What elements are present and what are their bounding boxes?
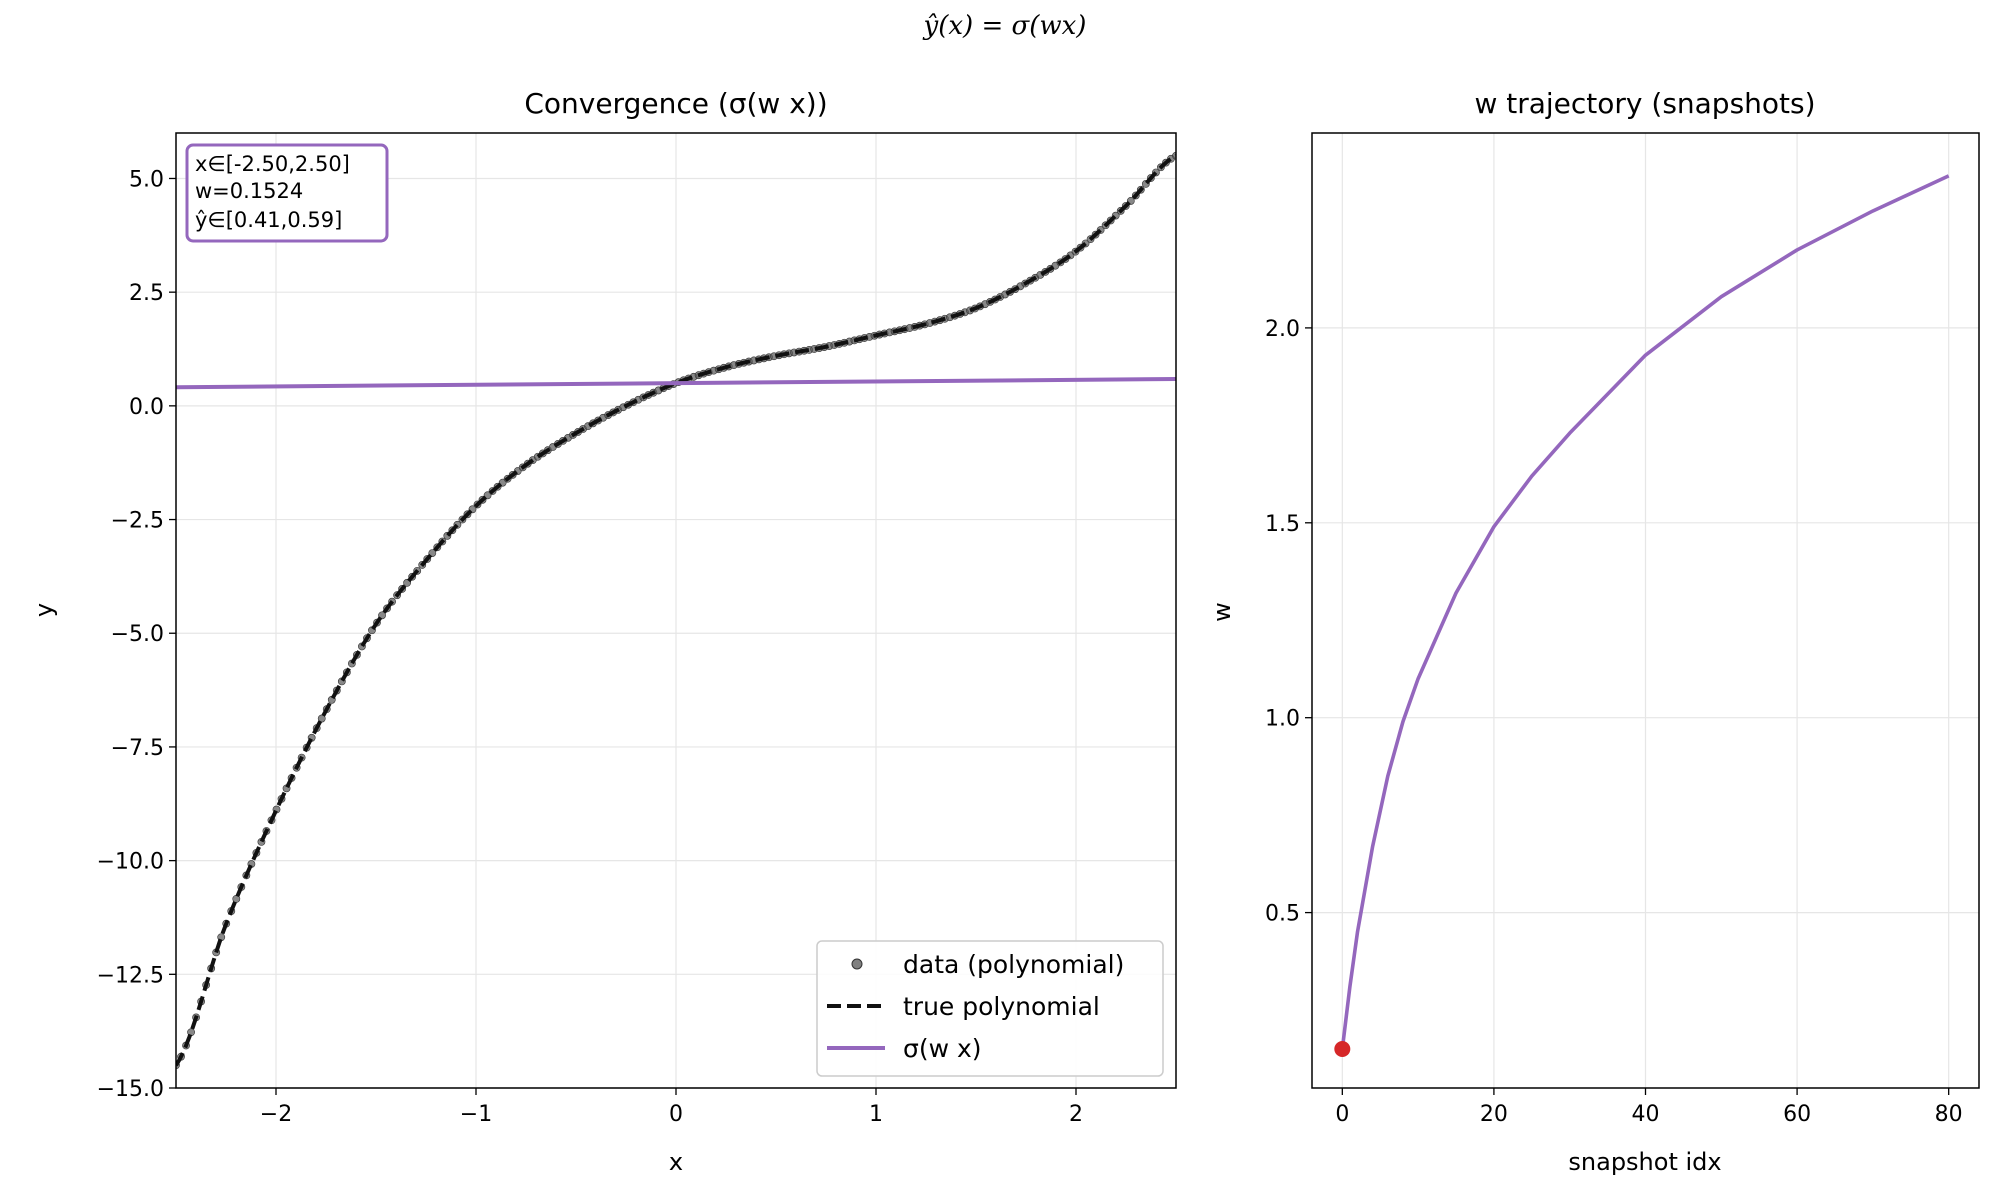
legend-label-true: true polynomial: [903, 992, 1100, 1021]
x-tick-label: 80: [1935, 1102, 1963, 1127]
y-tick-label: −5.0: [111, 622, 164, 647]
x-tick-label: −2: [260, 1102, 292, 1127]
convergence-chart: Convergence (σ(w x)) −2 −1 0 1 2 5.0 2.5 0.0 −2.…: [30, 87, 1177, 1176]
left-ticks: −2 −1 0 1 2 5.0 2.5 0.0 −2.5 −5.0 −7.5 −10.0 −12.5 −1…: [97, 167, 1083, 1127]
y-tick-label: −7.5: [111, 736, 164, 761]
x-tick-label: 0: [669, 1102, 683, 1127]
true-polynomial-line: [176, 154, 1176, 1067]
right-plot-area: [1334, 174, 1950, 1058]
y-tick-label: 0.5: [1265, 902, 1300, 927]
left-chart-title: Convergence (σ(w x)): [524, 87, 827, 120]
w-trajectory-line: [1340, 174, 1950, 1050]
legend-marker-data: [851, 958, 863, 970]
start-point-marker: [1334, 1041, 1351, 1058]
legend-frame: [816, 940, 1164, 1077]
info-x-range: x∈[-2.50,2.50]: [195, 152, 350, 176]
x-tick-label: 60: [1783, 1102, 1811, 1127]
y-tick-label: 1.5: [1265, 512, 1300, 537]
y-tick-label: −2.5: [111, 509, 164, 534]
y-tick-label: 2.5: [129, 281, 164, 306]
x-tick-label: 0: [1335, 1102, 1349, 1127]
left-plot-area: [176, 151, 1176, 1070]
x-tick-label: 40: [1632, 1102, 1660, 1127]
legend-label-fit: σ(w x): [903, 1034, 982, 1063]
y-tick-label: −15.0: [97, 1077, 164, 1102]
info-box-frame: [185, 143, 389, 243]
y-tick-label: 5.0: [129, 167, 164, 192]
w-trajectory-chart: w trajectory (snapshots) 0 20 40 60 80 0.5 1.0…: [1208, 87, 1980, 1176]
legend: data (polynomial) true polynomial σ(w x): [816, 940, 1164, 1077]
data-point: [483, 491, 492, 500]
sigma-fit-line: [176, 377, 1176, 390]
right-chart-title: w trajectory (snapshots): [1474, 87, 1815, 120]
right-y-axis-label: w: [1208, 602, 1236, 622]
y-tick-label: −12.5: [97, 963, 164, 988]
legend-label-data: data (polynomial): [903, 950, 1124, 979]
info-w-value: w=0.1524: [195, 179, 303, 203]
left-x-axis-label: x: [669, 1148, 683, 1176]
right-grid: [1312, 133, 1979, 1088]
right-x-axis-label: snapshot idx: [1568, 1148, 1721, 1176]
info-yhat-range: ŷ∈[0.41,0.59]: [195, 208, 342, 232]
x-tick-label: −1: [460, 1102, 492, 1127]
y-tick-label: 0.0: [129, 395, 164, 420]
y-tick-label: 2.0: [1265, 317, 1300, 342]
left-y-axis-label: y: [30, 603, 58, 617]
right-ticks: 0 20 40 60 80 0.5 1.0 1.5 2.0: [1265, 317, 1963, 1127]
data-point: [1172, 151, 1176, 160]
x-tick-label: 2: [1069, 1102, 1083, 1127]
y-tick-label: 1.0: [1265, 707, 1300, 732]
x-tick-label: 1: [869, 1102, 883, 1127]
info-box: x∈[-2.50,2.50] w=0.1524 ŷ∈[0.41,0.59]: [185, 143, 389, 243]
figure-suptitle: ŷ(x) = σ(wx): [923, 11, 1087, 41]
y-tick-label: −10.0: [97, 850, 164, 875]
x-tick-label: 20: [1480, 1102, 1508, 1127]
